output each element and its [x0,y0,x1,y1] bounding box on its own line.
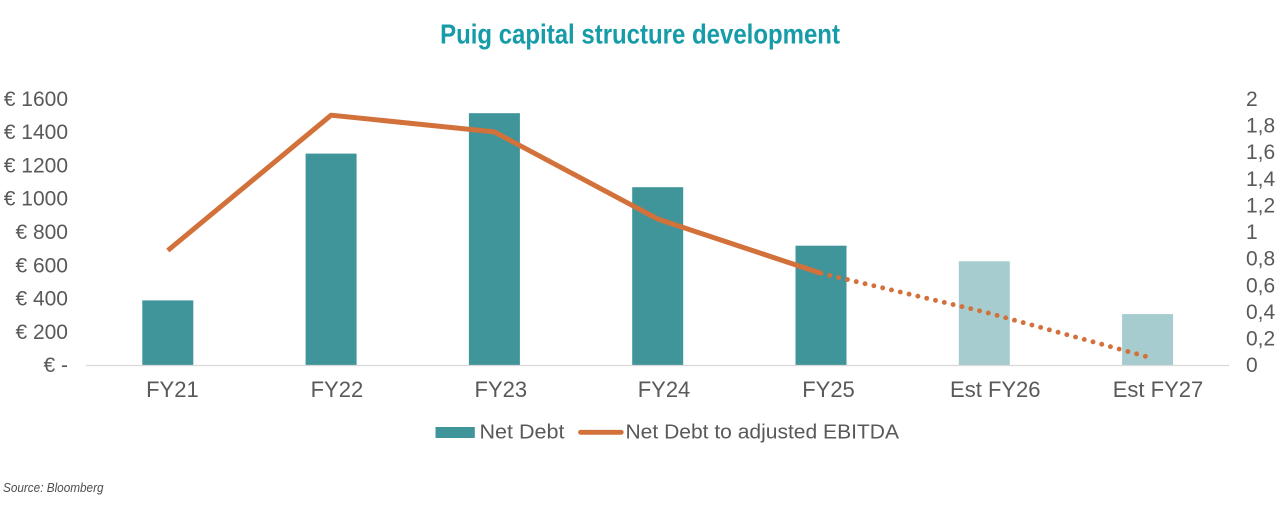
svg-text:Est FY26: Est FY26 [950,377,1040,402]
svg-text:0: 0 [1246,354,1258,377]
svg-text:Est FY27: Est FY27 [1113,377,1203,402]
svg-text:0,8: 0,8 [1246,248,1275,271]
svg-text:FY23: FY23 [475,377,528,402]
svg-text:€ 1200: € 1200 [4,154,68,177]
svg-text:FY22: FY22 [311,377,364,402]
svg-text:1,2: 1,2 [1246,194,1275,217]
svg-text:0,6: 0,6 [1246,274,1275,297]
svg-text:1,4: 1,4 [1246,168,1276,191]
svg-text:FY25: FY25 [802,377,855,402]
svg-text:1,6: 1,6 [1246,141,1275,164]
svg-text:0,4: 0,4 [1246,301,1276,324]
svg-text:FY21: FY21 [146,377,199,402]
svg-text:0,2: 0,2 [1246,328,1275,351]
svg-text:2: 2 [1246,88,1258,111]
svg-text:1,8: 1,8 [1246,115,1275,138]
svg-text:€ 200: € 200 [15,321,68,344]
svg-text:€ 1600: € 1600 [4,88,68,111]
svg-text:Source: Bloomberg: Source: Bloomberg [3,481,104,495]
svg-text:Net Debt to adjusted EBITDA: Net Debt to adjusted EBITDA [626,420,900,443]
svg-text:€ 1000: € 1000 [4,188,68,211]
svg-text:Puig capital structure develop: Puig capital structure development [440,20,840,50]
svg-text:€ 1400: € 1400 [4,121,68,144]
svg-text:1: 1 [1246,221,1258,244]
svg-text:Net Debt: Net Debt [480,420,565,443]
svg-text:€ 800: € 800 [15,221,68,244]
svg-text:€ 600: € 600 [15,254,68,277]
svg-text:FY24: FY24 [638,377,691,402]
svg-text:€ 400: € 400 [15,288,68,311]
svg-text:€ -: € - [43,354,68,377]
